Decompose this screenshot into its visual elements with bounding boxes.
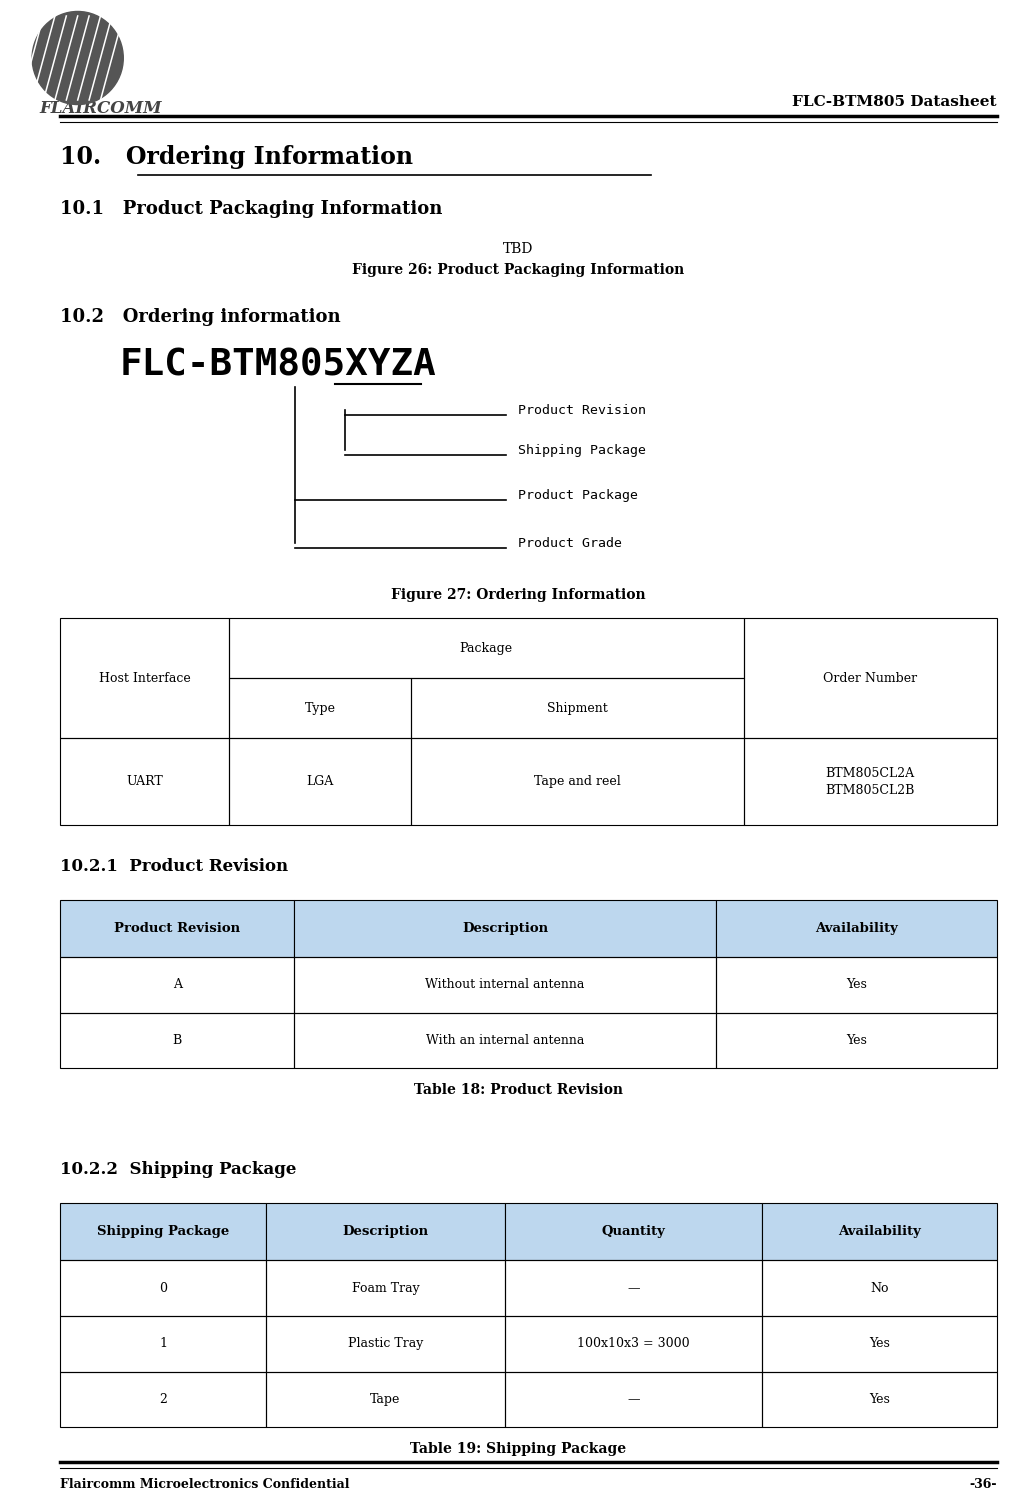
Text: Product Revision: Product Revision <box>518 404 646 417</box>
Text: FLC-BTM805XYZA: FLC-BTM805XYZA <box>119 348 436 384</box>
Bar <box>716 901 997 958</box>
Text: 10.2.1  Product Revision: 10.2.1 Product Revision <box>60 859 288 875</box>
Bar <box>266 1316 505 1372</box>
Text: LGA: LGA <box>307 775 334 788</box>
Bar <box>505 1261 762 1316</box>
Text: Figure 26: Product Packaging Information: Figure 26: Product Packaging Information <box>352 263 684 278</box>
Text: —: — <box>628 1393 640 1406</box>
Bar <box>762 1204 997 1261</box>
Bar <box>60 1316 266 1372</box>
Ellipse shape <box>32 12 123 105</box>
Text: Order Number: Order Number <box>824 671 917 684</box>
Text: Flaircomm Microelectronics Confidential: Flaircomm Microelectronics Confidential <box>60 1478 349 1490</box>
Text: 10.   Ordering Information: 10. Ordering Information <box>60 146 413 170</box>
Text: 0: 0 <box>160 1282 167 1295</box>
Bar <box>762 1261 997 1316</box>
Bar <box>60 901 294 958</box>
Text: BTM805CL2A
BTM805CL2B: BTM805CL2A BTM805CL2B <box>826 767 915 797</box>
Bar <box>60 738 229 826</box>
Bar <box>229 678 411 738</box>
Text: Yes: Yes <box>845 979 866 992</box>
Bar <box>266 1204 505 1261</box>
Text: Figure 27: Ordering Information: Figure 27: Ordering Information <box>391 588 645 602</box>
Text: 10.2.2  Shipping Package: 10.2.2 Shipping Package <box>60 1162 296 1178</box>
Text: Shipment: Shipment <box>547 701 608 714</box>
Bar <box>60 1204 266 1261</box>
Text: Availability: Availability <box>838 1225 921 1238</box>
Text: Description: Description <box>462 922 548 935</box>
Text: B: B <box>173 1034 181 1048</box>
Bar <box>60 1261 266 1316</box>
Bar <box>411 678 744 738</box>
Bar <box>60 1372 266 1427</box>
Text: Availability: Availability <box>814 922 897 935</box>
Text: Tape and reel: Tape and reel <box>535 775 621 788</box>
Text: FLC-BTM805 Datasheet: FLC-BTM805 Datasheet <box>793 95 997 110</box>
Bar <box>229 738 411 826</box>
Bar <box>60 958 294 1013</box>
Bar <box>505 1372 762 1427</box>
Text: 10.2   Ordering information: 10.2 Ordering information <box>60 308 341 326</box>
Bar <box>229 618 744 678</box>
Bar <box>716 1013 997 1069</box>
Text: —: — <box>628 1282 640 1295</box>
Text: With an internal antenna: With an internal antenna <box>426 1034 584 1048</box>
Text: Description: Description <box>343 1225 429 1238</box>
Text: Without internal antenna: Without internal antenna <box>425 979 584 992</box>
Bar <box>716 958 997 1013</box>
Text: Foam Tray: Foam Tray <box>351 1282 420 1295</box>
Text: Product Grade: Product Grade <box>518 537 622 549</box>
Text: Host Interface: Host Interface <box>98 671 191 684</box>
Text: Yes: Yes <box>845 1034 866 1048</box>
Text: Product Package: Product Package <box>518 489 638 501</box>
Bar <box>762 1316 997 1372</box>
Bar <box>294 958 716 1013</box>
Text: Table 19: Shipping Package: Table 19: Shipping Package <box>410 1442 626 1456</box>
Text: TBD: TBD <box>502 242 534 257</box>
Bar <box>294 1013 716 1069</box>
Bar <box>505 1204 762 1261</box>
Bar <box>744 618 997 738</box>
Bar <box>60 618 229 738</box>
Text: Yes: Yes <box>869 1337 890 1351</box>
Text: Type: Type <box>305 701 336 714</box>
Text: Table 18: Product Revision: Table 18: Product Revision <box>413 1084 623 1097</box>
Text: UART: UART <box>126 775 163 788</box>
Text: Plastic Tray: Plastic Tray <box>348 1337 424 1351</box>
Text: 2: 2 <box>160 1393 167 1406</box>
Text: Shipping Package: Shipping Package <box>518 444 646 456</box>
Text: No: No <box>870 1282 889 1295</box>
Text: Package: Package <box>460 641 513 654</box>
Bar <box>294 901 716 958</box>
Bar <box>60 1013 294 1069</box>
Text: 100x10x3 = 3000: 100x10x3 = 3000 <box>577 1337 690 1351</box>
Bar <box>266 1261 505 1316</box>
Text: Product Revision: Product Revision <box>114 922 240 935</box>
Text: A: A <box>173 979 181 992</box>
Text: 1: 1 <box>160 1337 167 1351</box>
Text: Quantity: Quantity <box>602 1225 666 1238</box>
Bar <box>744 738 997 826</box>
Bar <box>505 1316 762 1372</box>
Text: FLAIRCOMM: FLAIRCOMM <box>39 101 162 117</box>
Text: 10.1   Product Packaging Information: 10.1 Product Packaging Information <box>60 200 442 218</box>
Text: -36-: -36- <box>969 1478 997 1490</box>
Bar <box>411 738 744 826</box>
Bar <box>762 1372 997 1427</box>
Text: Shipping Package: Shipping Package <box>97 1225 229 1238</box>
Text: Tape: Tape <box>370 1393 401 1406</box>
Text: Yes: Yes <box>869 1393 890 1406</box>
Bar <box>266 1372 505 1427</box>
